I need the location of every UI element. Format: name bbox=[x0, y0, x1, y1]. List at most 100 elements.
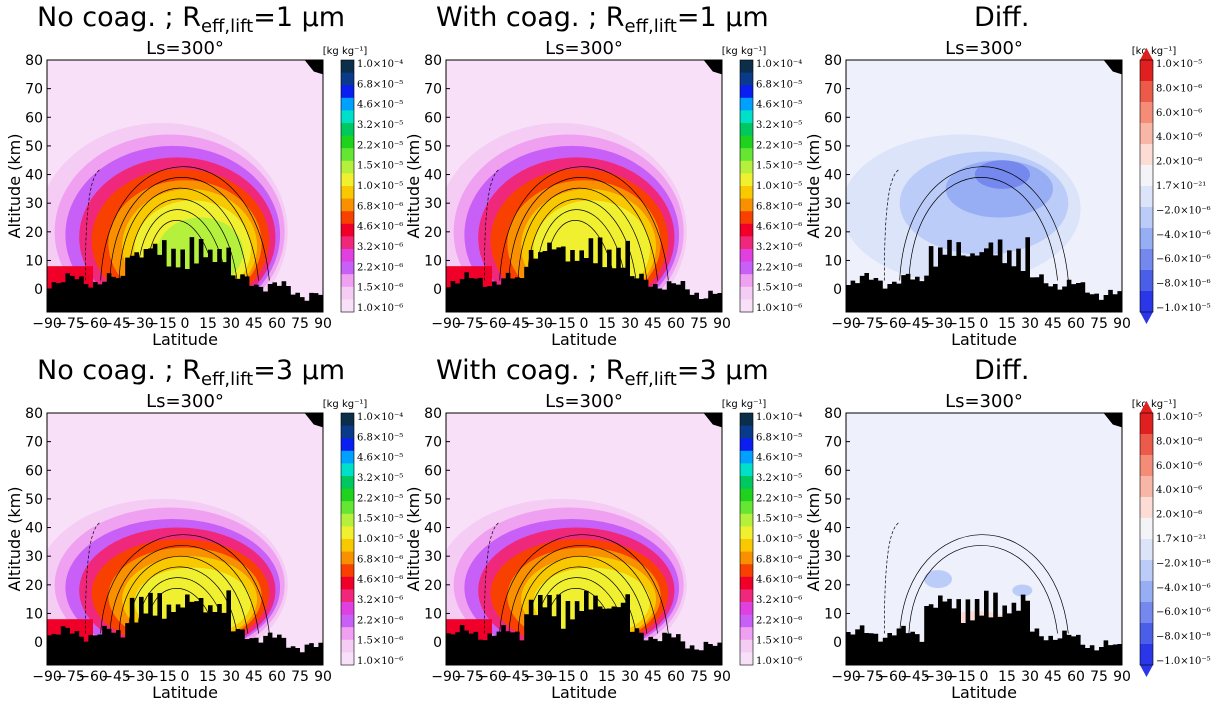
colorbar-tick-label: 1.0×10⁻⁵ bbox=[756, 534, 802, 545]
colorbar-swatch bbox=[1140, 60, 1153, 82]
y-tick-label: 40 bbox=[424, 168, 442, 184]
colorbar-tick-label: 4.6×10⁻⁶ bbox=[756, 575, 802, 586]
colorbar-tick-label: 1.0×10⁻⁶ bbox=[357, 656, 403, 667]
colorbar-tick-label: −8.0×10⁻⁶ bbox=[1156, 279, 1211, 290]
colorbar-tick-label: −6.0×10⁻⁶ bbox=[1156, 254, 1211, 265]
colorbar-swatch bbox=[1140, 518, 1153, 540]
x-tick-label: 45 bbox=[1044, 669, 1062, 685]
colorbar: [kg kg⁻¹] 1.0×10⁻⁴ 6.8×10⁻⁵ 4.6×10⁻⁵ 3.2×10⁻… bbox=[722, 46, 803, 314]
colorbar: [kg kg⁻¹] 1.0×10⁻⁵ 8.0×10⁻⁶ 6.0×10⁻⁶ 4.0×10⁻… bbox=[1132, 46, 1211, 324]
contour-line bbox=[908, 545, 1058, 634]
contour-line bbox=[508, 545, 658, 634]
y-tick-label: 80 bbox=[824, 53, 842, 69]
colorbar-tick-label: 1.5×10⁻⁵ bbox=[756, 161, 802, 172]
colorbar-tick-label: 3.2×10⁻⁵ bbox=[357, 120, 403, 131]
colorbar-swatch bbox=[1140, 413, 1153, 435]
colorbar-frame bbox=[1139, 59, 1154, 313]
colorbar-tick-label: 1.5×10⁻⁵ bbox=[756, 514, 802, 525]
x-tick-label: 30 bbox=[1021, 316, 1039, 332]
colorbar-tick-label: 3.2×10⁻⁵ bbox=[756, 473, 802, 484]
colorbar-swatch bbox=[740, 425, 753, 439]
x-tick-label: 75 bbox=[1090, 316, 1108, 332]
x-tick-label: 75 bbox=[1090, 669, 1108, 685]
colorbar-swatch bbox=[341, 97, 354, 111]
colorbar-swatch bbox=[341, 413, 354, 427]
colorbar-swatch bbox=[740, 614, 753, 628]
colorbar-swatch bbox=[740, 413, 753, 427]
contour-line bbox=[517, 187, 648, 281]
colorbar-swatch bbox=[740, 602, 753, 616]
colorbar-tick-label: −1.0×10⁻⁵ bbox=[1156, 656, 1211, 667]
contour-dashed bbox=[883, 521, 900, 634]
colorbar-tick-label: 1.7×10⁻²¹ bbox=[1156, 181, 1206, 192]
colorbar-swatch bbox=[341, 85, 354, 99]
colorbar-tick-label: 2.2×10⁻⁶ bbox=[756, 262, 802, 273]
x-tick-label: 45 bbox=[644, 669, 662, 685]
x-tick-label: −75 bbox=[55, 316, 85, 332]
x-tick-label: 90 bbox=[713, 669, 731, 685]
panel-title: With coag. ; Reff,lift=3 μm bbox=[436, 355, 769, 390]
colorbar-tick-label: 1.0×10⁻⁶ bbox=[357, 303, 403, 314]
topography bbox=[446, 237, 722, 312]
colorbar-tick-label: 3.2×10⁻⁵ bbox=[357, 473, 403, 484]
colorbar-extend-top bbox=[1140, 48, 1153, 60]
y-tick-label: 10 bbox=[25, 606, 43, 622]
y-tick-label: 50 bbox=[424, 139, 442, 155]
colorbar-tick-label: 1.0×10⁻⁴ bbox=[357, 412, 403, 423]
colorbar-swatch bbox=[740, 299, 753, 313]
contour-line bbox=[118, 187, 249, 281]
colorbar-swatch bbox=[1140, 270, 1153, 292]
contour-dashed bbox=[883, 168, 900, 281]
colorbar-swatch bbox=[1140, 602, 1153, 624]
colorbar-swatch bbox=[341, 652, 354, 666]
y-tick-label: 50 bbox=[25, 492, 43, 508]
colorbar-tick-label: 1.5×10⁻⁵ bbox=[357, 514, 403, 525]
plot-area bbox=[846, 413, 1122, 665]
colorbar: [kg kg⁻¹] 1.0×10⁻⁵ 8.0×10⁻⁶ 6.0×10⁻⁶ 4.0×10⁻… bbox=[1132, 399, 1211, 677]
colorbar-extend-bottom bbox=[1140, 665, 1153, 677]
polar-mask bbox=[1103, 60, 1122, 75]
x-tick-label: −60 bbox=[477, 669, 507, 685]
colorbar-swatch bbox=[341, 211, 354, 225]
colorbar-tick-label: 2.2×10⁻⁶ bbox=[357, 262, 403, 273]
colorbar-swatch bbox=[740, 135, 753, 149]
x-tick-label: 75 bbox=[690, 316, 708, 332]
colorbar-swatch bbox=[1140, 207, 1153, 229]
colorbar-tick-label: 4.6×10⁻⁵ bbox=[357, 453, 403, 464]
colorbar-swatch bbox=[1140, 249, 1153, 271]
x-tick-label: −60 bbox=[877, 316, 907, 332]
colorbar-unit: [kg kg⁻¹] bbox=[323, 46, 368, 57]
colorbar-frame bbox=[739, 412, 754, 666]
colorbar-swatch bbox=[740, 286, 753, 300]
colorbar-extend-top bbox=[1140, 401, 1153, 413]
colorbar-swatch bbox=[341, 476, 354, 490]
colorbar-swatch bbox=[740, 261, 753, 275]
colorbar-swatch bbox=[740, 526, 753, 540]
colorbar-swatch bbox=[740, 249, 753, 263]
y-tick-label: 70 bbox=[25, 82, 43, 98]
colorbar-swatch bbox=[341, 186, 354, 200]
colorbar-swatch bbox=[740, 72, 753, 86]
x-tick-label: −45 bbox=[500, 316, 530, 332]
y-tick-label: 70 bbox=[424, 435, 442, 451]
contour-line bbox=[499, 534, 669, 634]
colorbar-tick-label: 1.5×10⁻⁵ bbox=[357, 161, 403, 172]
colorbar-swatch bbox=[740, 539, 753, 553]
y-tick-label: 70 bbox=[424, 82, 442, 98]
colorbar: [kg kg⁻¹] 1.0×10⁻⁴ 6.8×10⁻⁵ 4.6×10⁻⁵ 3.2×10⁻… bbox=[323, 46, 404, 314]
panel-3: Diff.Ls=300°−90−75−60−45−30−15 0 15 30 45 60 7… bbox=[804, 2, 1211, 349]
colorbar-swatch bbox=[341, 249, 354, 263]
x-tick-label: 15 bbox=[199, 669, 217, 685]
y-tick-label: 40 bbox=[424, 521, 442, 537]
x-tick-label: 75 bbox=[690, 669, 708, 685]
colorbar-tick-label: −1.0×10⁻⁵ bbox=[1156, 303, 1211, 314]
colorbar-tick-label: 1.0×10⁻⁵ bbox=[1156, 59, 1202, 70]
x-tick-label: −15 bbox=[147, 669, 177, 685]
x-tick-label: −45 bbox=[101, 316, 131, 332]
panel-subtitle: Ls=300° bbox=[545, 391, 623, 412]
contour-line bbox=[109, 177, 259, 281]
colorbar-tick-label: 1.0×10⁻⁴ bbox=[756, 412, 802, 423]
diff-blob-1 bbox=[924, 570, 952, 589]
